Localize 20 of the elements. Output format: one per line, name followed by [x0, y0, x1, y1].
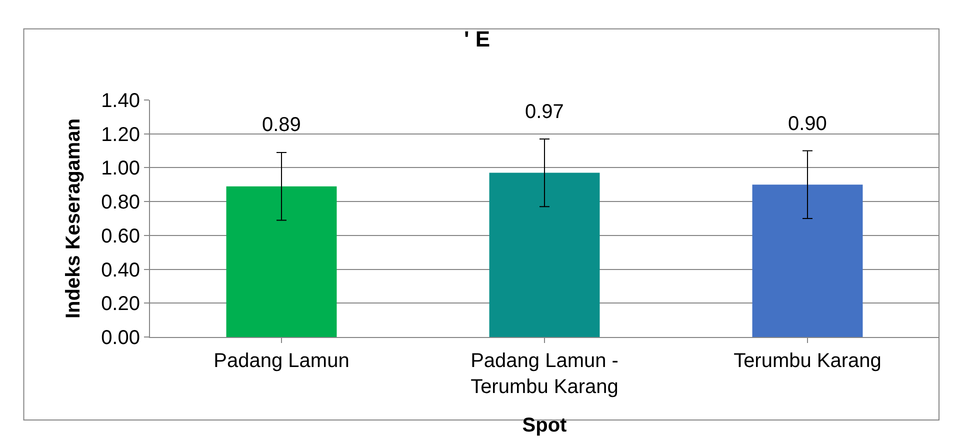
- y-tick-label: 0.80: [101, 192, 140, 214]
- y-tick-label: 0.00: [101, 327, 140, 349]
- y-tick-label: 0.40: [101, 259, 140, 282]
- y-tick-label: 1.40: [101, 90, 140, 112]
- bar: [489, 172, 600, 337]
- x-axis-title: Spot: [522, 414, 568, 436]
- data-label: 0.97: [525, 101, 564, 123]
- bar: [226, 186, 337, 337]
- x-tick-label: Padang Lamun: [214, 350, 350, 372]
- y-tick-label: 1.00: [101, 158, 140, 180]
- x-tick-label: Padang Lamun - Terumbu Karang: [470, 350, 618, 398]
- y-axis-title: Indeks Keseragaman: [62, 118, 85, 319]
- y-tick-label: 0.20: [101, 293, 140, 316]
- data-label: 0.89: [262, 114, 301, 136]
- y-tick-label: 0.60: [101, 225, 140, 248]
- x-tick-label: Terumbu Karang: [734, 350, 882, 372]
- bar: [752, 184, 863, 337]
- y-tick-label: 1.20: [101, 124, 140, 146]
- chart-title: ' E: [464, 26, 490, 52]
- data-label: 0.90: [788, 113, 827, 135]
